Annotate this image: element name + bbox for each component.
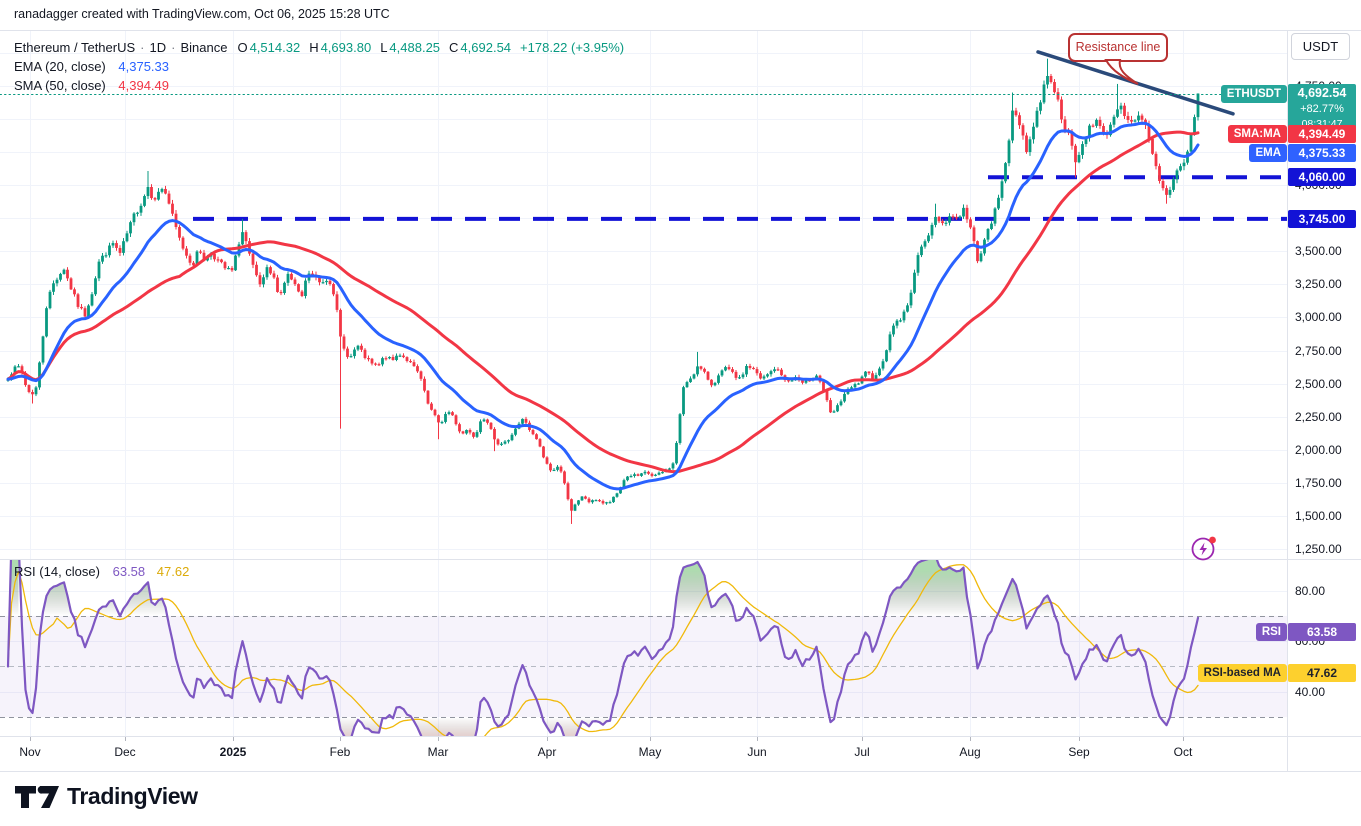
low-value: 4,488.25 <box>389 40 441 55</box>
watermark-text: ranadagger created with TradingView.com,… <box>14 7 390 21</box>
time-axis-label: 2025 <box>219 745 247 759</box>
symbol-title: Ethereum / TetherUS <box>14 40 136 55</box>
last-price: 4,692.54 <box>1297 86 1347 100</box>
price-axis-label: 1,750.00 <box>1295 475 1342 490</box>
rsi-axis-label: 40.00 <box>1295 684 1326 699</box>
time-axis-label: Dec <box>114 745 136 759</box>
price-axis-divider <box>1287 31 1288 771</box>
change-value: +178.22 (+3.95%) <box>520 40 625 55</box>
price-axis-label: 1,500.00 <box>1295 508 1342 523</box>
ema-tag: EMA <box>1249 144 1287 162</box>
rsi-ma-tag: RSI-based MA <box>1197 664 1287 682</box>
sma-price-badge: 4,394.49 <box>1288 125 1356 143</box>
change-percent: +82.77% <box>1300 103 1344 115</box>
level-3745-badge: 3,745.00 <box>1288 210 1356 228</box>
level-4060-badge: 4,060.00 <box>1288 168 1356 186</box>
symbol-tag: ETHUSDT <box>1220 85 1287 103</box>
price-axis-label: 3,000.00 <box>1295 310 1342 325</box>
price-axis-label: 2,500.00 <box>1295 376 1342 391</box>
rsi-label: RSI (14, close) <box>14 564 100 579</box>
tradingview-logo[interactable]: TradingView <box>14 781 198 811</box>
pane-divider[interactable] <box>0 559 1361 560</box>
rsi-value-badge: 63.58 <box>1288 623 1356 641</box>
interval-label: 1D <box>149 40 167 55</box>
time-axis-label: Apr <box>537 745 557 759</box>
close-value: 4,692.54 <box>460 40 512 55</box>
resistance-callout[interactable]: Resistance line <box>1068 33 1168 62</box>
tradingview-logo-icon <box>15 786 59 808</box>
ohlc-values: O 4,514.32 H 4,693.80 L 4,488.25 C 4,692.54 +178… <box>237 40 625 55</box>
chart-canvas[interactable] <box>0 31 1287 771</box>
rsi-tag: RSI <box>1255 623 1287 641</box>
rsi-ma-value: 47.62 <box>156 564 190 579</box>
sma-label: SMA (50, close) <box>14 78 106 93</box>
price-axis-label: 3,500.00 <box>1295 244 1342 259</box>
rsi-axis-label: 80.00 <box>1295 583 1326 598</box>
time-axis-label: Oct <box>1173 745 1193 759</box>
chart-area: Ethereum / TetherUS · 1D · Binance O 4,514.32 H… <box>0 30 1361 772</box>
time-axis-label: May <box>638 745 662 759</box>
time-axis-label: Mar <box>427 745 449 759</box>
ema-value: 4,375.33 <box>118 59 169 74</box>
tradingview-logo-text: TradingView <box>67 782 198 809</box>
time-axis-label: Jun <box>747 745 767 759</box>
ema-legend-row[interactable]: EMA (20, close) 4,375.33 <box>14 58 626 76</box>
sma-tag: SMA:MA <box>1227 125 1287 143</box>
time-axis-label: Nov <box>19 745 41 759</box>
price-axis-label: 2,250.00 <box>1295 409 1342 424</box>
exchange-label: Binance <box>180 40 228 55</box>
price-axis-label: 3,250.00 <box>1295 277 1342 292</box>
legend: Ethereum / TetherUS · 1D · Binance O 4,514.32 H… <box>14 39 626 96</box>
sma-value: 4,394.49 <box>118 78 169 93</box>
time-axis-label: Jul <box>854 745 870 759</box>
time-axis-divider <box>0 736 1361 737</box>
rsi-ma-value-badge: 47.62 <box>1288 664 1356 682</box>
rsi-value: 63.58 <box>112 564 146 579</box>
price-axis-label: 2,000.00 <box>1295 442 1342 457</box>
ema-price-badge: 4,375.33 <box>1288 144 1356 162</box>
symbol-legend-row[interactable]: Ethereum / TetherUS · 1D · Binance O 4,514.32 H… <box>14 40 625 55</box>
callout-tail <box>1104 59 1139 85</box>
open-value: 4,514.32 <box>249 40 301 55</box>
rsi-legend[interactable]: RSI (14, close) 63.58 47.62 <box>14 564 189 579</box>
time-axis-label: Sep <box>1068 745 1090 759</box>
lightning-icon[interactable] <box>1190 534 1218 562</box>
price-axis-label: 1,250.00 <box>1295 542 1342 557</box>
time-axis-label: Feb <box>329 745 351 759</box>
last-price-badge: 4,692.54 +82.77% 08:31:47 <box>1288 84 1356 133</box>
time-axis-label: Aug <box>959 745 981 759</box>
ema-label: EMA (20, close) <box>14 59 106 74</box>
high-value: 4,693.80 <box>320 40 372 55</box>
currency-button[interactable]: USDT <box>1291 33 1350 60</box>
sma-legend-row[interactable]: SMA (50, close) 4,394.49 <box>14 77 626 95</box>
price-axis-label: 2,750.00 <box>1295 343 1342 358</box>
